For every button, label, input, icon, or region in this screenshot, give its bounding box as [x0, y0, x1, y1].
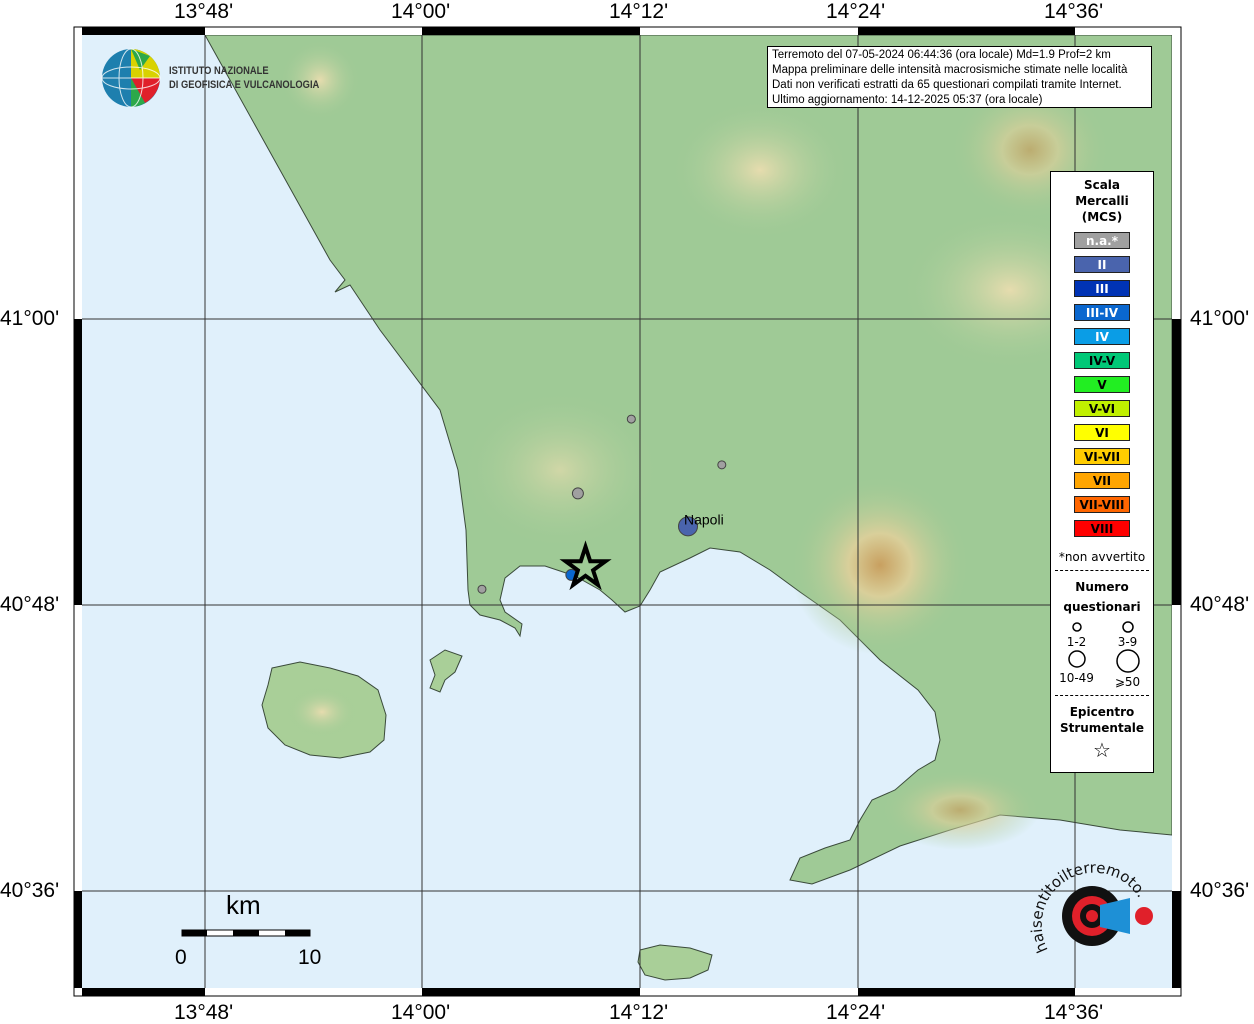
epicenter-star-icon: [559, 540, 612, 591]
scale-bar: km 0 10: [175, 890, 321, 969]
lat-tick: 40°36': [0, 879, 60, 902]
lat-tick: 41°00': [1190, 307, 1250, 330]
scale-start: 0: [175, 946, 187, 969]
ingv-logo-icon: [101, 48, 161, 108]
intensity-swatch: IV-V: [1074, 352, 1130, 369]
procida-island: [429, 649, 463, 693]
lon-tick: 14°00': [391, 0, 451, 23]
intensity-swatch: III: [1074, 280, 1130, 297]
intensity-swatch: II: [1074, 256, 1130, 273]
lon-tick: 14°24': [826, 0, 886, 23]
info-line: Terremoto del 07-05-2024 06:44:36 (ora l…: [772, 49, 1111, 61]
intensity-swatch: VI: [1074, 424, 1130, 441]
intensity-swatch: V: [1074, 376, 1130, 393]
lon-tick: 14°00': [391, 1001, 451, 1024]
intensity-points: [477, 414, 727, 594]
event-info-box: Terremoto del 07-05-2024 06:44:36 (ora l…: [767, 46, 1152, 108]
lon-tick: 14°36': [1044, 1001, 1104, 1024]
intensity-point[interactable]: [717, 460, 727, 470]
lon-tick: 14°12': [609, 0, 669, 23]
intensity-point[interactable]: [626, 414, 636, 424]
logo-line: ISTITUTO NAZIONALE: [169, 65, 269, 77]
count-sizes: 1-2 3-9 10-49 ⩾50: [1051, 621, 1153, 689]
lon-tick: 14°24': [826, 1001, 886, 1024]
relief: [280, 40, 360, 120]
logo-line: DI GEOFISICA E VULCANOLOGIA: [169, 79, 320, 91]
intensity-swatch: III-IV: [1074, 304, 1130, 321]
divider: [1055, 695, 1149, 696]
scale-unit: km: [226, 890, 261, 920]
intensity-swatch: V-VI: [1074, 400, 1130, 417]
intensity-swatch: VII: [1074, 472, 1130, 489]
intensity-point[interactable]: [477, 584, 487, 594]
relief: [670, 100, 850, 240]
graticule: [82, 35, 1172, 988]
frame-ticks: [74, 27, 1181, 996]
intensity-point[interactable]: [571, 487, 584, 500]
intensity-scale: n.a.* II III III-IV IV IV-V V V-VI VI VI-VII VII VI…: [1051, 232, 1153, 537]
ingv-logo-text: ISTITUTO NAZIONALE DI GEOFISICA E VULCAN…: [169, 64, 319, 92]
lon-tick: 14°12': [609, 1001, 669, 1024]
info-line: Ultimo aggiornamento: 14-12-2025 05:37 (…: [772, 94, 1043, 106]
intensity-swatch: VIII: [1074, 520, 1130, 537]
lon-tick: 14°36': [1044, 0, 1104, 23]
scale-end: 10: [298, 946, 321, 969]
lon-tick: 13°48': [174, 0, 234, 23]
count-title: Numero questionari: [1063, 580, 1141, 614]
intensity-point[interactable]: [678, 516, 699, 537]
legend-title: Scala Mercalli (MCS): [1075, 178, 1129, 224]
epicenter-title: Epicentro Strumentale: [1059, 705, 1145, 735]
relief: [880, 770, 1040, 850]
star-icon: ☆: [1093, 738, 1111, 762]
lon-tick: 13°48': [174, 1001, 234, 1024]
intensity-swatch: VI-VII: [1074, 448, 1130, 465]
info-line: Mappa preliminare delle intensità macros…: [772, 64, 1128, 76]
lat-tick: 40°36': [1190, 879, 1250, 902]
lat-tick: 40°48': [0, 593, 60, 616]
lat-tick: 41°00': [0, 307, 60, 330]
info-line: Dati non verificati estratti da 65 quest…: [772, 79, 1122, 91]
capri-island: [637, 944, 713, 981]
vesuvius-relief: [790, 475, 970, 655]
intensity-swatch: IV: [1074, 328, 1130, 345]
intensity-swatch: n.a.*: [1074, 232, 1130, 249]
divider: [1055, 570, 1149, 571]
intensity-swatch: VII-VIII: [1074, 496, 1130, 513]
legend-note: *non avvertito: [1058, 550, 1146, 564]
city-label-napoli: Napoli: [684, 511, 724, 527]
legend: Scala Mercalli (MCS) n.a.* II III III-IV IV IV-…: [1050, 171, 1154, 773]
lat-tick: 40°48': [1190, 593, 1250, 616]
relief: [460, 390, 660, 550]
